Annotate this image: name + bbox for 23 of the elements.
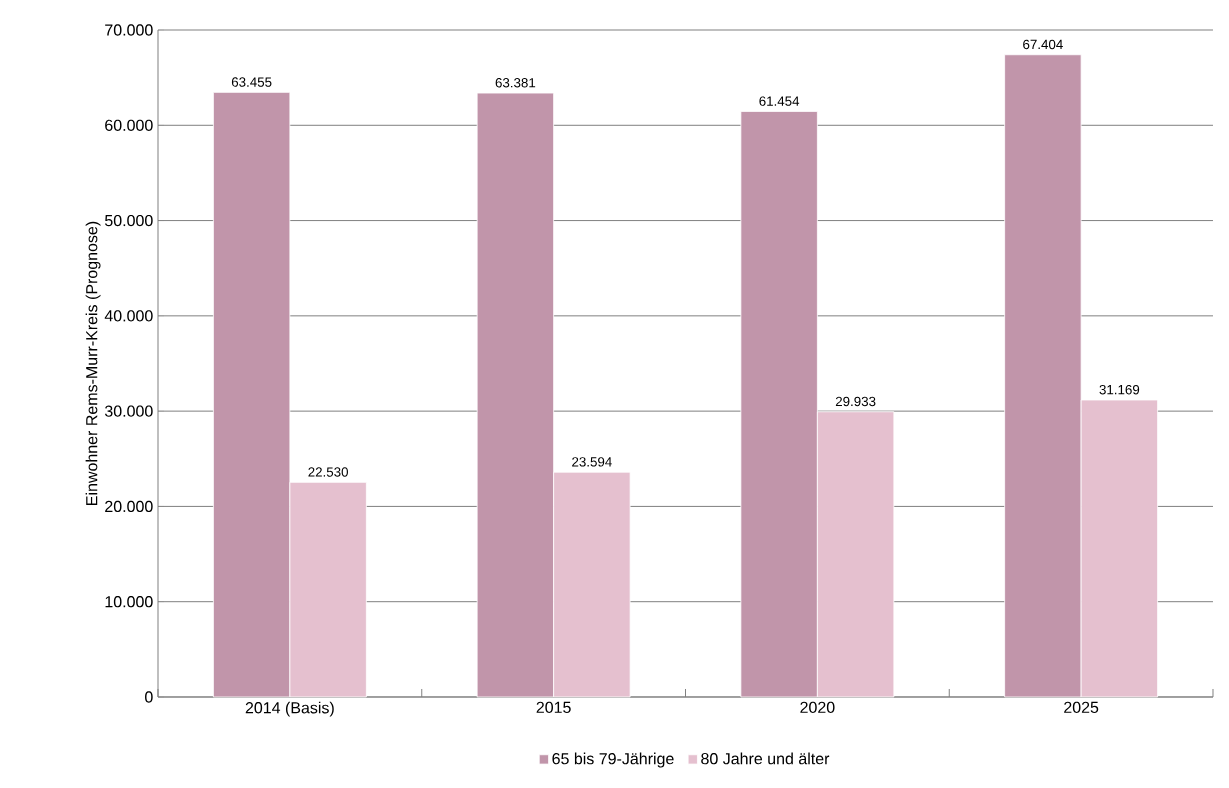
data-label: 61.454	[759, 96, 800, 106]
data-label: 67.404	[1023, 39, 1063, 50]
legend-label: 80 Jahre und älter	[701, 752, 830, 765]
data-label: 29.933	[835, 396, 876, 407]
y-tick-label: 70.000	[105, 24, 153, 36]
data-label: 63.455	[231, 77, 272, 87]
legend-label: 65 bis 79-Jährige	[552, 752, 674, 768]
y-tick-label: 10.000	[105, 596, 153, 608]
y-tick-label: 40.000	[104, 310, 153, 322]
y-axis-title: Einwohner Rems-Murr-Kreis (Prognose)	[85, 221, 101, 505]
y-tick-label: 0	[145, 691, 153, 703]
y-tick-label: 60.000	[105, 119, 153, 131]
x-tick-label: 2020	[800, 701, 835, 714]
x-tick-label: 2025	[1064, 701, 1099, 714]
data-label: 63.381	[495, 78, 536, 88]
y-tick-label: 50.000	[105, 214, 153, 227]
x-tick-label: 2014 (Basis)	[245, 701, 334, 717]
y-tick-label: 30.000	[104, 405, 153, 417]
data-label: 22.530	[308, 467, 348, 477]
x-tick-label: 2015	[536, 701, 571, 714]
y-tick-label: 20.000	[105, 500, 153, 513]
data-label: 31.169	[1099, 384, 1140, 395]
data-label: 23.594	[572, 457, 612, 467]
